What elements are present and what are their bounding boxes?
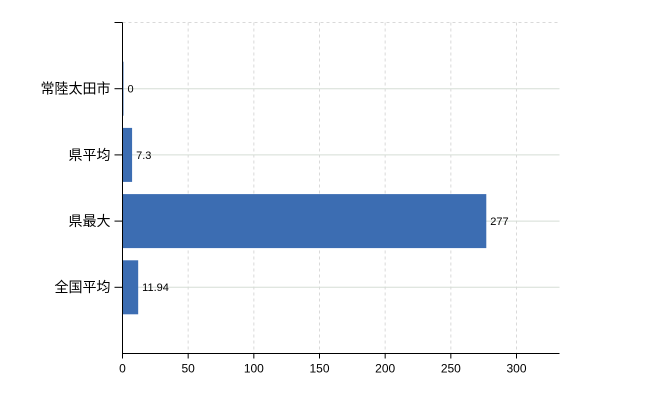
x-tick-label-3: 150 bbox=[309, 362, 329, 376]
x-tick-label-6: 300 bbox=[506, 362, 526, 376]
x-tick-label-4: 200 bbox=[375, 362, 395, 376]
x-tick-label-1: 50 bbox=[181, 362, 195, 376]
value-label-2: 277 bbox=[490, 216, 508, 228]
bar-3 bbox=[122, 260, 139, 315]
value-label-3: 11.94 bbox=[142, 282, 169, 294]
bar-2 bbox=[122, 194, 487, 249]
value-label-1: 7.3 bbox=[136, 150, 151, 162]
x-tick-label-5: 250 bbox=[441, 362, 461, 376]
category-label-0: 常陸太田市 bbox=[41, 81, 111, 97]
value-label-0: 0 bbox=[128, 84, 134, 96]
category-label-1: 県平均 bbox=[69, 147, 111, 163]
bar-1 bbox=[122, 127, 133, 182]
category-label-3: 全国平均 bbox=[55, 279, 111, 295]
x-tick-label-2: 100 bbox=[244, 362, 264, 376]
x-tick-label-0: 0 bbox=[119, 362, 126, 376]
category-label-2: 県最大 bbox=[69, 213, 111, 229]
